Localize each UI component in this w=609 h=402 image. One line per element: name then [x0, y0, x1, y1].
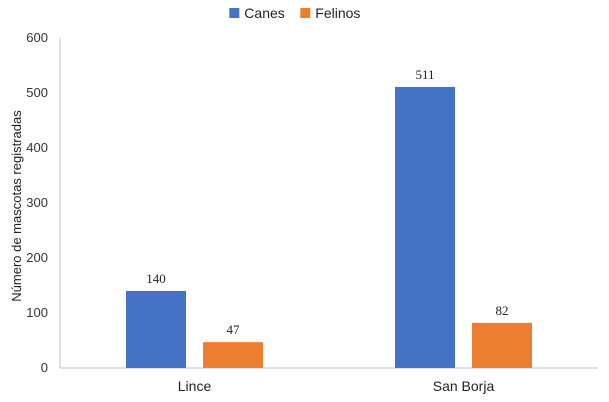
data-label: 140 [146, 271, 166, 286]
y-tick-label: 600 [26, 30, 48, 45]
y-tick-label: 500 [26, 85, 48, 100]
y-tick-label: 0 [41, 360, 48, 375]
x-category-label: San Borja [433, 378, 495, 394]
legend-swatch-canes [229, 8, 240, 18]
data-label: 82 [496, 303, 509, 318]
x-axis-labels: Lince San Borja [178, 378, 495, 394]
bar-canes-lince [126, 291, 186, 368]
y-tick-label: 400 [26, 140, 48, 155]
y-tick-label: 100 [26, 305, 48, 320]
y-tick-label: 200 [26, 250, 48, 265]
bar-felinos-san-borja [472, 322, 532, 368]
bars [126, 86, 532, 368]
legend-label-canes: Canes [244, 5, 284, 21]
bar-canes-san-borja [395, 86, 455, 368]
y-axis-ticks: 0 100 200 300 400 500 600 [26, 30, 48, 375]
legend: Canes Felinos [229, 5, 360, 21]
y-axis-title: Número de mascotas registradas [9, 110, 24, 302]
legend-swatch-felinos [300, 8, 311, 18]
y-tick-label: 300 [26, 195, 48, 210]
data-label: 511 [415, 67, 434, 82]
x-category-label: Lince [178, 378, 212, 394]
data-label: 47 [227, 322, 241, 337]
bar-felinos-lince [203, 342, 263, 368]
data-labels: 140 47 511 82 [146, 67, 508, 337]
legend-label-felinos: Felinos [315, 5, 360, 21]
